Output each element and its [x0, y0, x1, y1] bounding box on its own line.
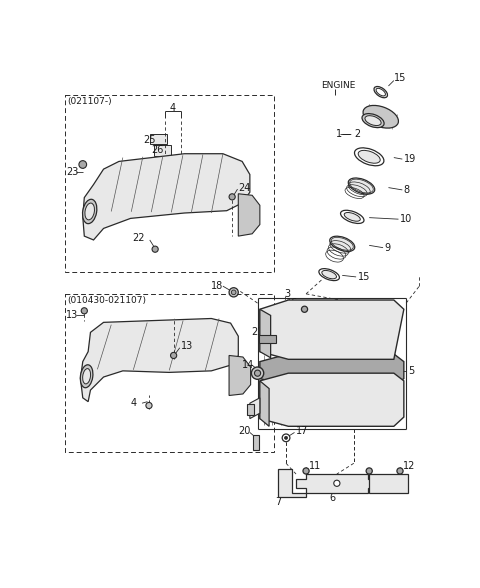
- Text: 1: 1: [336, 129, 342, 139]
- Polygon shape: [260, 373, 404, 426]
- Polygon shape: [83, 153, 250, 240]
- Ellipse shape: [358, 151, 380, 163]
- Circle shape: [146, 402, 152, 409]
- Text: 4: 4: [170, 102, 176, 112]
- Text: 5: 5: [408, 366, 414, 376]
- Text: 13: 13: [66, 310, 78, 320]
- Ellipse shape: [322, 270, 336, 279]
- Circle shape: [366, 468, 372, 474]
- FancyBboxPatch shape: [259, 335, 276, 343]
- Circle shape: [170, 352, 177, 359]
- Text: 9: 9: [384, 243, 391, 253]
- Text: 23: 23: [66, 167, 78, 177]
- Circle shape: [334, 480, 340, 486]
- Text: (021107-): (021107-): [67, 97, 112, 106]
- Ellipse shape: [344, 212, 360, 221]
- Circle shape: [231, 290, 236, 295]
- Ellipse shape: [365, 116, 381, 125]
- Circle shape: [252, 367, 264, 379]
- Circle shape: [397, 468, 403, 474]
- Circle shape: [301, 306, 308, 312]
- Circle shape: [229, 194, 235, 200]
- Ellipse shape: [85, 203, 95, 220]
- Text: 14: 14: [242, 360, 254, 370]
- Circle shape: [152, 246, 158, 252]
- Text: 21: 21: [252, 328, 264, 338]
- Text: 19: 19: [404, 154, 416, 164]
- Text: 24: 24: [238, 183, 251, 193]
- Text: 22: 22: [132, 233, 144, 243]
- Text: 15: 15: [358, 272, 370, 282]
- Polygon shape: [260, 309, 271, 358]
- Text: 13: 13: [180, 341, 193, 351]
- Polygon shape: [260, 354, 404, 386]
- Circle shape: [303, 468, 309, 474]
- Text: 18: 18: [211, 281, 224, 291]
- Ellipse shape: [362, 113, 384, 128]
- Text: 11: 11: [309, 462, 322, 472]
- Ellipse shape: [83, 199, 97, 223]
- Text: — 2: — 2: [342, 129, 361, 139]
- Polygon shape: [238, 194, 260, 236]
- Ellipse shape: [319, 269, 339, 280]
- Polygon shape: [229, 356, 251, 396]
- Text: 16: 16: [286, 298, 298, 308]
- Ellipse shape: [330, 236, 355, 252]
- Ellipse shape: [376, 88, 385, 96]
- Text: 10: 10: [400, 214, 412, 224]
- Text: 26: 26: [151, 145, 164, 155]
- Text: 3: 3: [285, 289, 290, 299]
- Text: 15: 15: [394, 74, 406, 83]
- Polygon shape: [369, 474, 408, 493]
- Polygon shape: [296, 474, 378, 493]
- Circle shape: [81, 308, 87, 314]
- Text: 6: 6: [329, 493, 336, 503]
- Ellipse shape: [374, 86, 387, 98]
- Text: 12: 12: [403, 462, 416, 472]
- Circle shape: [229, 288, 238, 297]
- Text: ENGINE: ENGINE: [322, 82, 356, 91]
- Polygon shape: [260, 300, 404, 359]
- Text: 8: 8: [404, 185, 410, 195]
- FancyBboxPatch shape: [247, 404, 254, 415]
- Text: 20: 20: [238, 426, 251, 436]
- Circle shape: [282, 434, 290, 442]
- Ellipse shape: [348, 178, 375, 194]
- Text: (010430-021107): (010430-021107): [67, 296, 146, 305]
- Polygon shape: [81, 319, 238, 402]
- FancyBboxPatch shape: [150, 133, 167, 145]
- Ellipse shape: [363, 105, 398, 128]
- Circle shape: [79, 161, 86, 168]
- Circle shape: [254, 370, 261, 376]
- Text: 7: 7: [275, 497, 281, 507]
- Text: 4: 4: [131, 398, 137, 408]
- Polygon shape: [260, 381, 269, 426]
- FancyBboxPatch shape: [154, 145, 170, 156]
- Circle shape: [285, 436, 288, 439]
- Polygon shape: [250, 398, 260, 419]
- Text: 25: 25: [144, 135, 156, 145]
- Ellipse shape: [83, 369, 91, 384]
- Polygon shape: [278, 469, 306, 497]
- Text: 17: 17: [296, 426, 309, 436]
- Ellipse shape: [80, 365, 93, 387]
- Ellipse shape: [355, 148, 384, 166]
- FancyBboxPatch shape: [253, 435, 259, 450]
- Ellipse shape: [340, 211, 364, 223]
